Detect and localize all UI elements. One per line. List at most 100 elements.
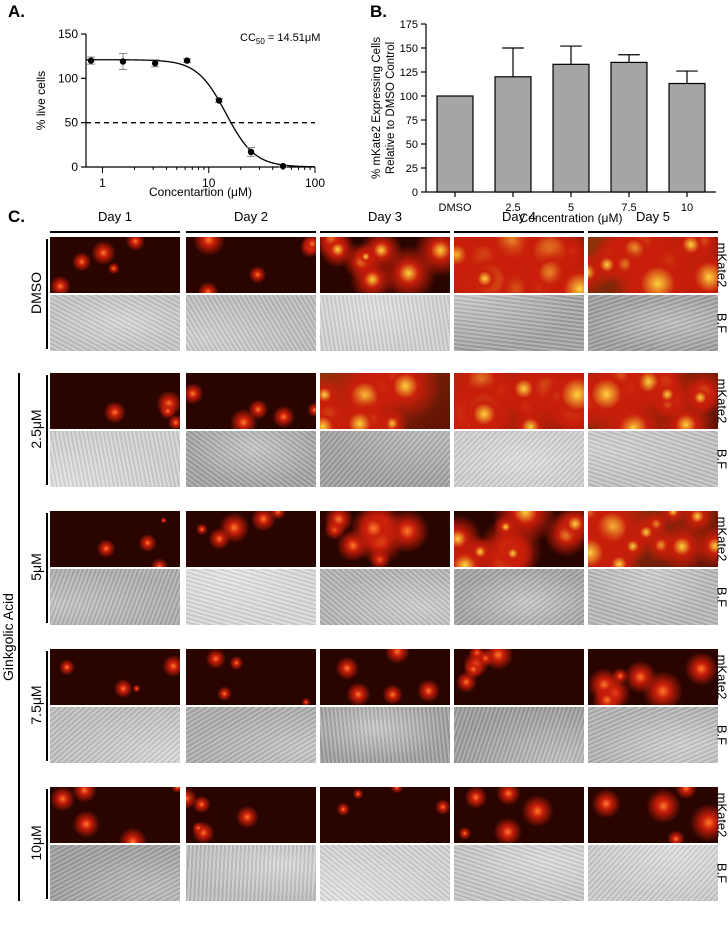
fluorescence-image [588,373,718,429]
group-bracket [18,373,20,901]
row-bracket [46,375,48,485]
day-header: Day 3 [368,209,402,224]
x-tick-label: 5 [568,202,574,214]
brightfield-image [454,431,584,487]
bar-group [668,70,706,193]
channel-label-bf: B.F [714,312,728,334]
day-underline [454,231,584,233]
brightfield-image [50,569,180,625]
brightfield-image [186,569,316,625]
day-header: Day 5 [636,209,670,224]
brightfield-image [588,431,718,487]
fluorescence-image [186,787,316,843]
fluorescence-image [320,787,450,843]
brightfield-image [454,707,584,763]
brightfield-image [186,295,316,351]
y-axis-label-line1: % mKate2 Expressing Cells [371,37,383,179]
brightfield-image [454,569,584,625]
brightfield-image [320,707,450,763]
fluorescence-image [186,511,316,567]
fluorescence-image [588,237,718,293]
fluorescence-image [50,373,180,429]
data-point [215,97,224,104]
y-tick-label: 150 [58,27,78,41]
y-tick-label: 50 [65,116,79,130]
channel-label-mkate2: mKate2 [714,242,728,288]
bar-group [436,95,474,193]
channel-label-bf: B.F [714,448,728,470]
row-bracket [46,651,48,761]
x-tick-label: 10 [202,176,216,190]
brightfield-image [320,431,450,487]
bar [494,76,532,193]
fluorescence-image [588,787,718,843]
brightfield-image [50,845,180,901]
bar-group [552,45,590,193]
point-marker [119,58,127,65]
channel-label-mkate2: mKate2 [714,516,728,562]
brightfield-image [454,295,584,351]
condition-label: DMSO [28,272,44,314]
bar [436,95,474,193]
fluorescence-image [186,649,316,705]
x-tick-label: 2.5 [505,202,520,214]
fluorescence-image [50,649,180,705]
bar [668,82,706,193]
fluorescence-image [454,237,584,293]
fluorescence-image [186,373,316,429]
day-underline [50,231,180,233]
brightfield-image [50,431,180,487]
condition-label: 7.5μM [28,685,44,725]
point-marker [151,60,159,67]
fluorescence-image [186,237,316,293]
point-marker [87,57,95,64]
y-tick-label: 125 [400,67,418,79]
condition-label: 5μM [28,553,44,581]
day-header: Day 2 [234,209,268,224]
x-axis-label: Concentartion (μM) [149,185,252,199]
data-point [86,56,95,65]
bar-group [610,54,648,193]
bar-group [494,47,532,193]
condition-label: 2.5μM [28,409,44,449]
y-tick-label: 175 [400,19,418,31]
fluorescence-image [50,237,180,293]
y-tick-label: 100 [400,91,418,103]
brightfield-image [454,845,584,901]
brightfield-image [186,431,316,487]
row-bracket [46,789,48,899]
data-point [247,146,256,157]
data-point [183,57,192,64]
point-marker [215,97,223,104]
y-tick-label: 0 [71,160,78,174]
chart-b-expression: 0 25 50 75 100 125 150 175 DMSO 2.5 5 7.5 10 Concentr… [371,19,716,225]
day-underline [588,231,718,233]
brightfield-image [50,295,180,351]
image-grid: Day 1 Day 2 Day 3 Day 4 Day 5 mKate2 B.F DMSO mK… [0,209,728,944]
fluorescence-image [454,787,584,843]
y-axis-label: % live cells [34,71,48,130]
data-point [118,53,127,70]
x-axis-label: Concentration (μM) [520,211,623,225]
x-tick-label: 7.5 [621,202,636,214]
fluorescence-image [588,511,718,567]
panel-a-letter: A. [8,2,25,21]
bar [552,63,590,193]
brightfield-image [588,845,718,901]
fit-curve [86,59,316,168]
fluorescence-image [454,511,584,567]
brightfield-image [320,845,450,901]
point-marker [247,148,255,156]
data-point [279,162,288,170]
channel-label-mkate2: mKate2 [714,378,728,424]
fluorescence-image [320,373,450,429]
y-tick-label: 100 [58,71,78,85]
y-tick-label: 75 [406,115,418,127]
panel-b-letter: B. [370,2,387,21]
brightfield-image [588,295,718,351]
row-bracket [46,239,48,349]
x-tick-label: 100 [305,176,325,190]
cc50-label: CC50 = 14.51μM [240,32,320,46]
fluorescence-image [320,649,450,705]
